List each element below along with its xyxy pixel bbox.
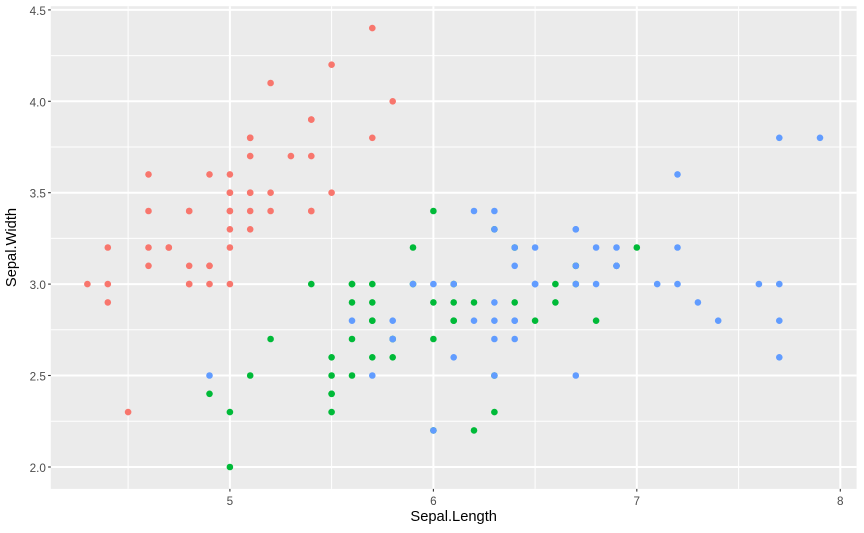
svg-text:4.5: 4.5 <box>30 5 47 18</box>
svg-text:2.0: 2.0 <box>30 462 47 475</box>
svg-text:2.5: 2.5 <box>30 371 47 384</box>
svg-text:7: 7 <box>634 495 641 508</box>
svg-text:Sepal.Length: Sepal.Length <box>410 509 497 525</box>
svg-text:3.0: 3.0 <box>30 279 47 292</box>
svg-text:4.0: 4.0 <box>30 96 47 109</box>
svg-text:5: 5 <box>227 495 234 508</box>
svg-text:3.5: 3.5 <box>30 188 47 201</box>
svg-text:Sepal.Width: Sepal.Width <box>4 208 20 287</box>
svg-text:6: 6 <box>430 495 437 508</box>
svg-text:8: 8 <box>837 495 844 508</box>
